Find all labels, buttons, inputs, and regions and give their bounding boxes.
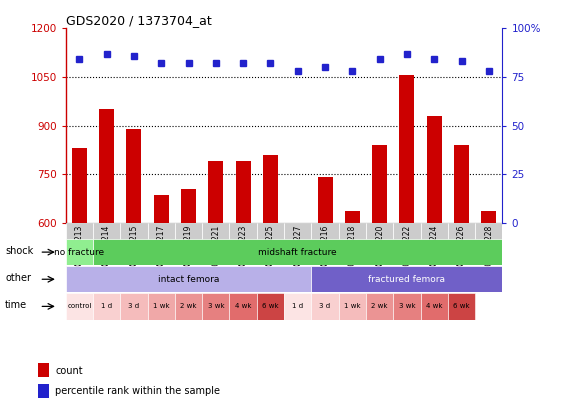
Bar — [448, 223, 475, 265]
Text: 4 wk: 4 wk — [426, 303, 443, 309]
Bar — [66, 266, 311, 292]
Bar — [38, 384, 49, 398]
Bar — [427, 116, 442, 405]
Bar — [366, 223, 393, 265]
Text: 1 wk: 1 wk — [344, 303, 361, 309]
Text: GSM74225: GSM74225 — [266, 225, 275, 266]
Bar — [311, 266, 502, 292]
Text: GSM74214: GSM74214 — [102, 225, 111, 266]
Text: 1 d: 1 d — [101, 303, 112, 309]
Bar — [311, 293, 339, 320]
Text: count: count — [55, 366, 83, 375]
Bar — [317, 177, 332, 405]
Bar — [257, 293, 284, 320]
Bar — [93, 223, 120, 265]
Text: shock: shock — [5, 246, 34, 256]
Bar — [393, 293, 421, 320]
Text: fractured femora: fractured femora — [368, 275, 445, 284]
Text: percentile rank within the sample: percentile rank within the sample — [55, 386, 220, 396]
Text: GSM74223: GSM74223 — [239, 225, 248, 266]
Bar — [120, 223, 147, 265]
Text: GSM74220: GSM74220 — [375, 225, 384, 266]
Bar — [284, 223, 311, 265]
Text: 6 wk: 6 wk — [262, 303, 279, 309]
Bar — [93, 293, 120, 320]
Text: 3 d: 3 d — [319, 303, 331, 309]
Text: GSM74222: GSM74222 — [403, 225, 412, 266]
Text: GSM74218: GSM74218 — [348, 225, 357, 266]
Bar — [454, 145, 469, 405]
Text: GSM74213: GSM74213 — [75, 225, 84, 266]
Text: GSM74216: GSM74216 — [320, 225, 329, 266]
Bar — [339, 293, 366, 320]
Text: GSM74228: GSM74228 — [484, 225, 493, 266]
Bar — [126, 129, 142, 405]
Text: GSM74224: GSM74224 — [430, 225, 439, 266]
Bar — [202, 293, 230, 320]
Bar — [481, 211, 496, 405]
Bar — [345, 211, 360, 405]
Text: 6 wk: 6 wk — [453, 303, 470, 309]
Bar — [147, 223, 175, 265]
Text: no fracture: no fracture — [54, 247, 104, 257]
Text: other: other — [5, 273, 31, 283]
Bar — [421, 293, 448, 320]
Text: control: control — [67, 303, 91, 309]
Text: 1 wk: 1 wk — [153, 303, 170, 309]
Bar — [175, 223, 202, 265]
Text: 1 d: 1 d — [292, 303, 303, 309]
Bar — [236, 161, 251, 405]
Bar — [393, 223, 421, 265]
Text: 4 wk: 4 wk — [235, 303, 251, 309]
Bar — [72, 148, 87, 405]
Bar — [208, 161, 223, 405]
Bar — [147, 293, 175, 320]
Bar — [263, 155, 278, 405]
Text: 2 wk: 2 wk — [180, 303, 197, 309]
Bar — [99, 109, 114, 405]
Bar — [202, 223, 230, 265]
Text: GDS2020 / 1373704_at: GDS2020 / 1373704_at — [66, 14, 211, 27]
Text: GSM74226: GSM74226 — [457, 225, 466, 266]
Bar — [421, 223, 448, 265]
Bar — [181, 189, 196, 405]
Text: 3 d: 3 d — [128, 303, 139, 309]
Bar — [120, 293, 147, 320]
Text: 3 wk: 3 wk — [399, 303, 415, 309]
Text: 2 wk: 2 wk — [371, 303, 388, 309]
Text: GSM74215: GSM74215 — [130, 225, 138, 266]
Bar — [230, 223, 257, 265]
Bar — [366, 293, 393, 320]
Bar — [311, 223, 339, 265]
Bar — [257, 223, 284, 265]
Text: GSM74227: GSM74227 — [293, 225, 302, 266]
Bar — [339, 223, 366, 265]
Bar — [230, 293, 257, 320]
Text: GSM74221: GSM74221 — [211, 225, 220, 266]
Bar — [66, 239, 93, 265]
Bar — [66, 293, 93, 320]
Text: GSM74217: GSM74217 — [156, 225, 166, 266]
Bar — [38, 363, 49, 377]
Bar — [290, 224, 305, 405]
Text: GSM74219: GSM74219 — [184, 225, 193, 266]
Bar — [448, 293, 475, 320]
Bar — [175, 293, 202, 320]
Text: time: time — [5, 300, 27, 310]
Text: midshaft fracture: midshaft fracture — [259, 247, 337, 257]
Bar — [372, 145, 387, 405]
Text: intact femora: intact femora — [158, 275, 219, 284]
Bar — [66, 223, 93, 265]
Bar — [475, 223, 502, 265]
Bar — [400, 75, 415, 405]
Bar — [154, 195, 168, 405]
Bar — [284, 293, 311, 320]
Text: 3 wk: 3 wk — [207, 303, 224, 309]
